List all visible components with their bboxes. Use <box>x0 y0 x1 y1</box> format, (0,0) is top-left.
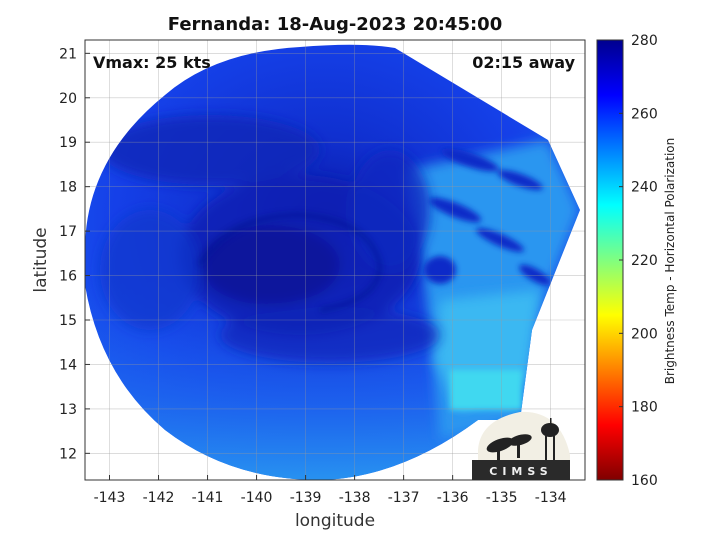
colorbar-tick-label: 240 <box>631 180 658 196</box>
y-tick-label: 19 <box>59 135 77 151</box>
colorbar: 160 180 200 220 240 260 280 <box>596 33 658 489</box>
x-tick-label: -136 <box>437 490 469 506</box>
y-tick-label: 13 <box>59 402 77 418</box>
cimss-logo: CIMSS <box>472 411 570 480</box>
cimss-logo-text: CIMSS <box>489 465 552 478</box>
x-tick-labels: -143 -142 -141 -140 -139 -138 -137 -136 -135 -134 <box>94 490 567 506</box>
colorbar-gradient <box>596 39 624 481</box>
colorbar-tick-label: 280 <box>631 33 658 49</box>
y-tick-label: 14 <box>59 357 77 373</box>
y-axis-label: latitude <box>31 227 51 293</box>
x-tick-label: -137 <box>388 490 420 506</box>
time-away-annotation: 02:15 away <box>472 53 575 72</box>
colorbar-label: Brightness Temp - Horizontal Polarizatio… <box>663 137 677 385</box>
y-tick-label: 12 <box>59 446 77 462</box>
colorbar-tick-label: 220 <box>631 253 658 269</box>
y-tick-label: 21 <box>59 46 77 62</box>
y-tick-label: 15 <box>59 313 77 329</box>
colorbar-tick-label: 180 <box>631 400 658 416</box>
x-tick-label: -139 <box>290 490 322 506</box>
y-tick-label: 18 <box>59 180 77 196</box>
x-tick-label: -143 <box>94 490 126 506</box>
y-tick-label: 17 <box>59 224 77 240</box>
brightness-temp-swath <box>85 44 580 480</box>
y-tick-label: 20 <box>59 91 77 107</box>
x-tick-label: -138 <box>339 490 371 506</box>
x-axis-label: longitude <box>294 511 376 531</box>
y-tick-label: 16 <box>59 269 77 285</box>
map-title: Fernanda: 18-Aug-2023 20:45:00 <box>167 14 503 35</box>
colorbar-tick-label: 200 <box>631 326 658 342</box>
x-tick-label: -135 <box>486 490 518 506</box>
colorbar-tick-label: 160 <box>631 473 658 489</box>
colorbar-tick-label: 260 <box>631 106 658 122</box>
x-tick-label: -141 <box>192 490 224 506</box>
vmax-annotation: Vmax: 25 kts <box>93 53 211 72</box>
colorbar-tick-labels: 160 180 200 220 240 260 280 <box>619 33 658 489</box>
x-tick-label: -142 <box>143 490 175 506</box>
axes-frame <box>84 39 586 481</box>
y-tick-labels: 12 13 14 15 16 17 18 19 20 21 <box>59 46 77 462</box>
x-tick-label: -134 <box>535 490 567 506</box>
x-tick-label: -140 <box>241 490 273 506</box>
